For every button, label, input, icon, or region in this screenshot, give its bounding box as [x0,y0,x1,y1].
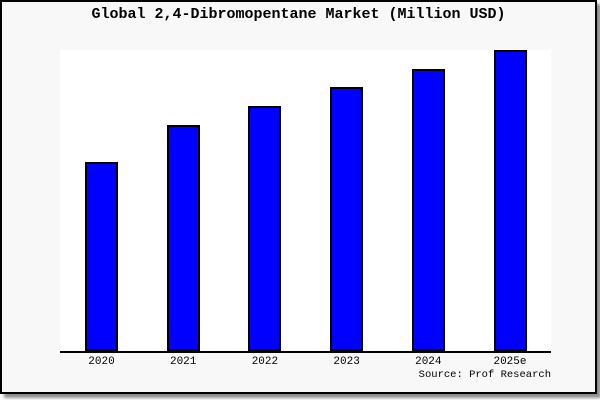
x-axis-labels: 2020 2021 2022 2023 2024 2025e [60,356,551,370]
bar-2023 [330,87,364,351]
bar-2022 [248,106,282,351]
x-tick-label-2023: 2023 [333,356,360,368]
bar-2025e [493,50,527,351]
x-tick-label-2025e: 2025e [493,356,527,368]
chart-title: Global 2,4-Dibromopentane Market (Millio… [91,6,506,23]
plot-area [60,50,551,353]
bar-2021 [166,124,200,351]
x-tick-label-2020: 2020 [88,356,115,368]
source-credit: Source: Prof Research [418,369,551,381]
x-tick-label-2022: 2022 [251,356,279,368]
x-tick-label-2024: 2024 [415,356,442,368]
bar-2020 [85,161,118,351]
x-tick-label-2021: 2021 [169,356,197,368]
bar-2024 [411,68,445,351]
